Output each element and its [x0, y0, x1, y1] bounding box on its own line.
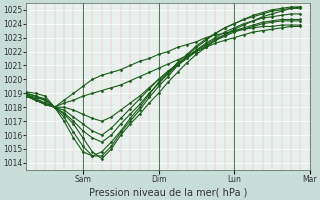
X-axis label: Pression niveau de la mer( hPa ): Pression niveau de la mer( hPa ): [89, 187, 247, 197]
